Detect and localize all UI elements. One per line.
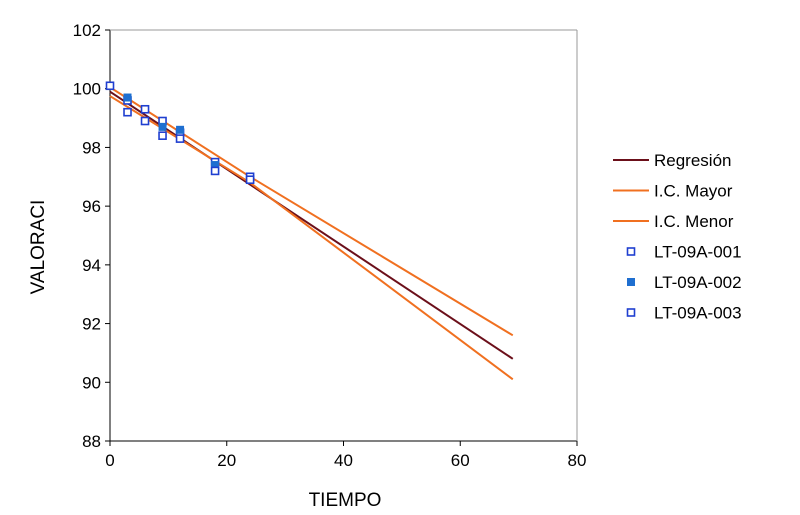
y-tick-label: 96 bbox=[82, 197, 101, 216]
points-layer bbox=[105, 81, 255, 185]
y-tick-label: 92 bbox=[82, 315, 101, 334]
legend-label: LT-09A-002 bbox=[654, 273, 742, 292]
point-lt-09a-003 bbox=[175, 134, 185, 143]
y-tick-label: 100 bbox=[73, 80, 101, 99]
legend-swatch bbox=[626, 308, 636, 317]
x-tick-label: 40 bbox=[334, 451, 353, 470]
legend-label: I.C. Mayor bbox=[654, 182, 733, 201]
legend-label: LT-09A-001 bbox=[654, 243, 742, 262]
x-tick-label: 20 bbox=[217, 451, 236, 470]
point-lt-09a-002 bbox=[123, 93, 132, 102]
legend: Regresión I.C. Mayor I.C. Menor LT-09A-001 L… bbox=[613, 151, 742, 323]
y-tick-label: 90 bbox=[82, 373, 101, 392]
legend-label: Regresión bbox=[654, 151, 732, 170]
y-tick-label: 88 bbox=[82, 432, 101, 451]
x-tick-label: 60 bbox=[451, 451, 470, 470]
point-lt-09a-001 bbox=[140, 104, 150, 114]
point-lt-09a-003 bbox=[245, 175, 255, 185]
line-regresi-n bbox=[109, 90, 514, 360]
legend-label: LT-09A-003 bbox=[654, 304, 742, 323]
legend-label: I.C. Menor bbox=[654, 212, 734, 231]
point-lt-09a-003 bbox=[123, 107, 132, 117]
x-axis-title: TIEMPO bbox=[309, 490, 382, 511]
point-lt-09a-003 bbox=[158, 131, 167, 140]
lines-layer bbox=[109, 86, 514, 381]
point-lt-09a-003 bbox=[140, 116, 150, 126]
plot-area bbox=[109, 29, 578, 442]
y-ticks: 88 90 92 94 96 98 100 102 bbox=[73, 21, 110, 451]
legend-swatch bbox=[626, 247, 636, 256]
line-i-c-mayor bbox=[109, 86, 514, 337]
point-lt-09a-001 bbox=[105, 81, 115, 91]
y-axis-title: VALORACI bbox=[28, 200, 49, 295]
point-lt-09a-003 bbox=[210, 166, 220, 176]
y-tick-label: 94 bbox=[82, 256, 101, 275]
x-tick-label: 80 bbox=[568, 451, 587, 470]
line-i-c-menor bbox=[109, 95, 514, 381]
point-lt-09a-002 bbox=[158, 122, 167, 131]
point-lt-09a-002 bbox=[176, 125, 185, 134]
y-tick-label: 98 bbox=[82, 138, 101, 157]
legend-swatch bbox=[627, 278, 635, 286]
x-ticks: 0 20 40 60 80 bbox=[105, 441, 586, 470]
x-tick-label: 0 bbox=[105, 451, 114, 470]
y-tick-label: 102 bbox=[73, 21, 101, 40]
